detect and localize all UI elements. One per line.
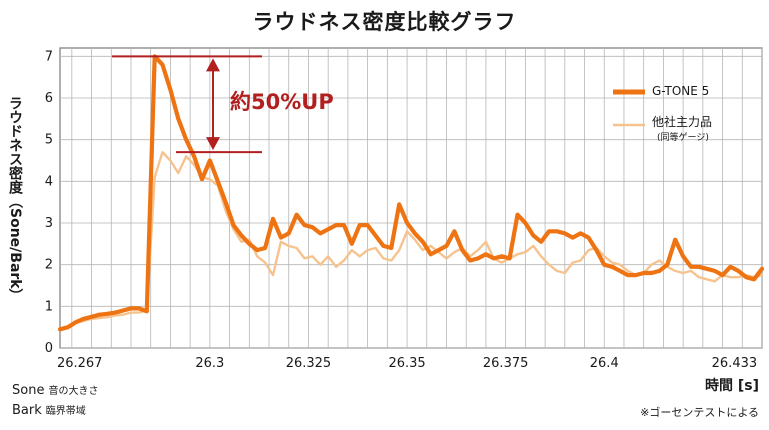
- legend-label-competitor: 他社主力品: [652, 115, 713, 129]
- unit-meaning: 音の大きさ: [48, 386, 99, 397]
- x-tick-label: 26.267: [57, 356, 103, 371]
- units-legend: Sone 音の大きさ Bark 臨界帯域: [12, 381, 98, 421]
- unit-term: Bark: [12, 403, 42, 418]
- y-tick-label: 3: [45, 216, 53, 231]
- x-tick-label: 26.325: [286, 356, 332, 371]
- tick-labels: 0 1 2 3 4 5 6 7 26.267 26.3 26.325 26.35 26.375 26.4 2…: [45, 49, 757, 371]
- series-lines: [57, 54, 765, 332]
- chart-title: ラウドネス密度比較グラフ: [252, 10, 517, 34]
- unit-term: Sone: [12, 383, 45, 398]
- annotation-arrowhead-up: [206, 58, 220, 72]
- annotation-arrow: [112, 55, 262, 154]
- y-tick-label: 7: [45, 49, 53, 64]
- x-axis-label: 時間 [s]: [704, 378, 759, 394]
- x-tick-label: 26.4: [590, 356, 619, 371]
- y-tick-label: 4: [45, 174, 53, 189]
- x-tick-label: 26.35: [388, 356, 425, 371]
- x-tick-label: 26.433: [712, 356, 758, 371]
- annotation-text: 約50%UP: [230, 90, 334, 114]
- x-tick-label: 26.375: [483, 356, 529, 371]
- unit-meaning: 臨界帯域: [45, 406, 86, 417]
- legend-label-gtone: G-TONE 5: [652, 84, 710, 98]
- y-axis-label: ラウドネス密度（Sone/Bark）: [7, 96, 23, 303]
- unit-row-sone: Sone 音の大きさ: [12, 381, 98, 401]
- y-tick-label: 5: [45, 133, 53, 148]
- grid: [59, 47, 763, 349]
- y-tick-label: 1: [45, 299, 53, 314]
- legend-swatches: [613, 89, 645, 127]
- y-tick-label: 6: [45, 91, 53, 106]
- unit-row-bark: Bark 臨界帯域: [12, 401, 98, 421]
- y-tick-label: 2: [45, 258, 53, 273]
- footnote: ※ゴーセンテストによる: [640, 406, 759, 419]
- y-tick-label: 0: [45, 341, 53, 356]
- legend-label-competitor-note: (同等ゲージ): [657, 133, 709, 143]
- series-line-gtone: [57, 54, 765, 332]
- annotation-arrowhead-down: [206, 137, 220, 151]
- x-tick-label: 26.3: [195, 356, 224, 371]
